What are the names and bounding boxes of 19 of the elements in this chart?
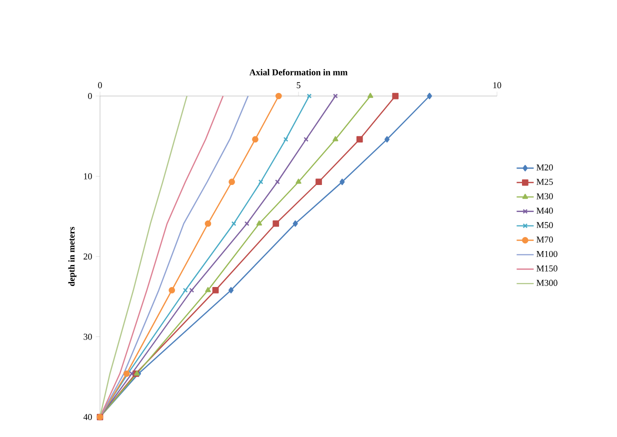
legend-label: M40 <box>536 208 553 214</box>
y-tick-label: 10 <box>84 173 92 180</box>
legend-label: M150 <box>536 265 558 272</box>
legend-label: M30 <box>536 193 553 200</box>
y-tick-label: 20 <box>84 253 92 260</box>
x-tick-label: 5 <box>296 82 300 88</box>
y-tick-label: 0 <box>88 92 92 100</box>
legend-label: M25 <box>536 178 553 185</box>
x-axis-title: Axial Deformation in mm <box>249 68 348 76</box>
y-axis-title: depth in meters <box>68 226 76 286</box>
legend-label: M70 <box>536 236 553 243</box>
legend-label: M50 <box>536 222 553 228</box>
y-tick-label: 40 <box>83 414 92 420</box>
x-tick-label: 0 <box>98 82 102 88</box>
legend-label: M100 <box>536 250 558 258</box>
y-tick-label: 30 <box>84 334 92 340</box>
legend-label: M300 <box>536 280 558 286</box>
legend-label: M20 <box>536 164 553 170</box>
x-tick-label: 10 <box>493 82 502 88</box>
